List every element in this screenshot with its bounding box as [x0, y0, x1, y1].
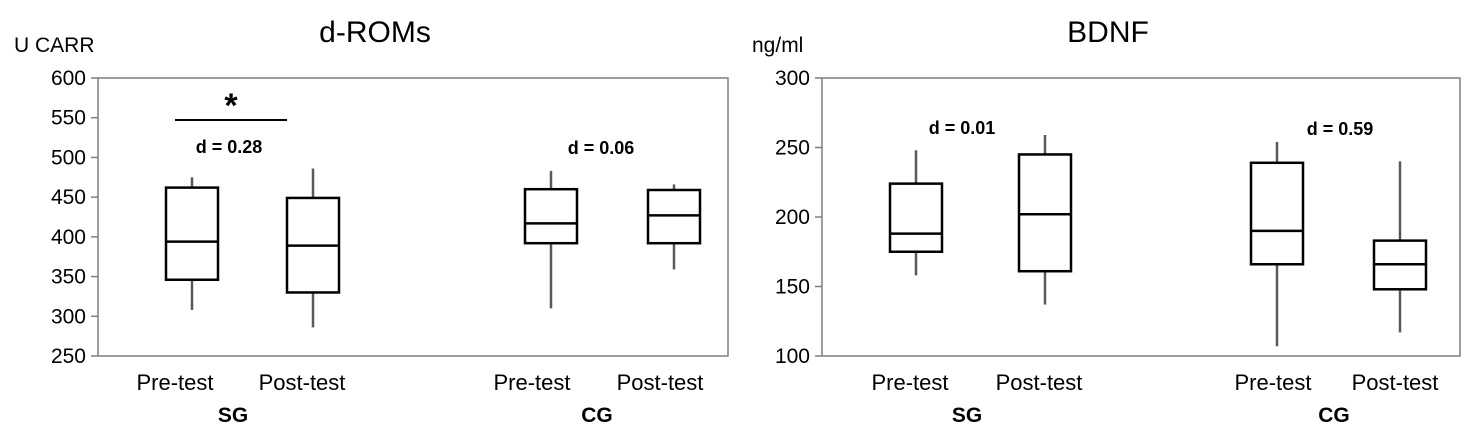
box — [1017, 153, 1073, 273]
y-tick-label: 600 — [51, 67, 86, 90]
x-tick-label: Post-test — [996, 370, 1083, 395]
group-label: SG — [218, 404, 248, 427]
y-tick-label: 100 — [775, 345, 810, 368]
y-axis-unit: ng/ml — [752, 34, 803, 57]
effect-size-label: d = 0.28 — [196, 137, 263, 157]
group-label: CG — [1318, 404, 1350, 427]
x-tick-label: Pre-test — [1234, 370, 1311, 395]
y-tick-label: 250 — [775, 137, 810, 160]
chart-title: BDNF — [1067, 16, 1149, 49]
y-tick-label: 550 — [51, 107, 86, 130]
x-tick-label: Post-test — [259, 370, 346, 395]
box — [888, 182, 944, 253]
x-tick-label: Pre-test — [871, 370, 948, 395]
plot-frame — [97, 77, 729, 357]
box — [164, 186, 220, 281]
x-tick-label: Pre-test — [493, 370, 570, 395]
box — [523, 187, 579, 245]
significance-star: * — [224, 87, 238, 125]
x-tick-label: Pre-test — [136, 370, 213, 395]
y-tick-label: 400 — [51, 226, 86, 249]
y-tick-label: 200 — [775, 206, 810, 229]
d-roms-panel: d-ROMs U CARR 250 300 350 400 450 500 550 600 Pr… — [14, 16, 729, 427]
effect-size-label: d = 0.59 — [1307, 119, 1374, 139]
effect-size-label: d = 0.06 — [568, 138, 635, 158]
x-tick-label: Post-test — [1352, 370, 1439, 395]
chart-title: d-ROMs — [319, 16, 431, 49]
effect-size-label: d = 0.01 — [929, 118, 996, 138]
box — [1249, 161, 1305, 266]
y-tick-label: 300 — [775, 67, 810, 90]
plot-area: 250 300 350 400 450 500 550 600 Pre-test Post-tes… — [51, 67, 729, 427]
y-tick-label: 300 — [51, 305, 86, 328]
y-tick-label: 150 — [775, 276, 810, 299]
y-tick-label: 500 — [51, 146, 86, 169]
group-label: CG — [581, 404, 613, 427]
bdnf-panel: BDNF ng/ml 100 150 200 250 300 Pre-test Post-t… — [752, 16, 1461, 427]
y-axis-unit: U CARR — [14, 34, 95, 57]
x-tick-label: Post-test — [617, 370, 704, 395]
y-tick-label: 350 — [51, 266, 86, 289]
y-tick-label: 250 — [51, 345, 86, 368]
y-tick-label: 450 — [51, 186, 86, 209]
plot-area: 100 150 200 250 300 Pre-test Post-test SG d = 0.… — [775, 67, 1461, 427]
group-label: SG — [952, 404, 982, 427]
